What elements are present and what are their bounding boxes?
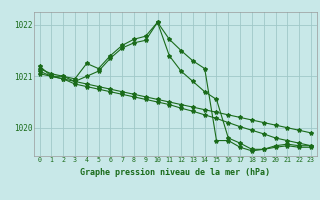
X-axis label: Graphe pression niveau de la mer (hPa): Graphe pression niveau de la mer (hPa) <box>80 168 270 177</box>
